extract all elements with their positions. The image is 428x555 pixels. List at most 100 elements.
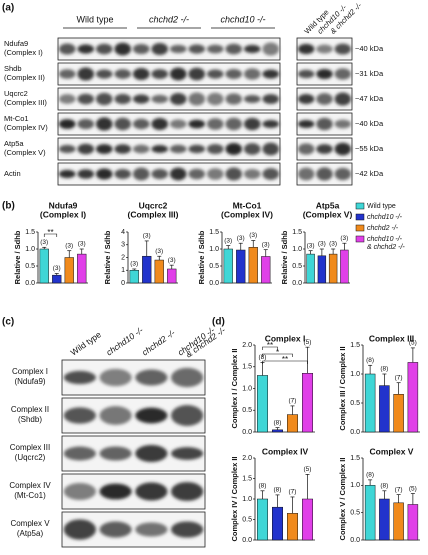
blot-band [63, 519, 96, 540]
blot-band [132, 167, 150, 181]
bar [364, 373, 376, 433]
bar [328, 253, 338, 284]
sig-bracket [262, 353, 293, 357]
y-tick-label: 0 [121, 280, 125, 287]
legend-swatch [355, 213, 365, 221]
y-axis-label: Complex I / Complex II [230, 348, 239, 428]
y-tick-label: 4 [121, 229, 125, 236]
blot-band [169, 167, 187, 181]
row-label: (Ndufa9) [14, 377, 45, 386]
n-label: (8) [274, 419, 282, 426]
n-label: (5) [409, 340, 417, 347]
n-label: (3) [237, 235, 245, 242]
lane-label: Wild type [69, 329, 104, 357]
legend-label: chchd2 -/- [367, 225, 399, 232]
bar [129, 270, 139, 284]
bar [379, 385, 390, 433]
y-tick-label: 1.5 [242, 364, 252, 371]
blot-band [99, 406, 132, 425]
blot-frame [57, 137, 281, 161]
blot-band [77, 67, 95, 81]
blot-band [151, 94, 169, 104]
bar [257, 375, 268, 433]
n-label: (3) [224, 237, 232, 244]
blot-band [135, 369, 168, 386]
blot-band [151, 117, 169, 131]
y-tick-label: 0.0 [242, 429, 252, 436]
blot-band [188, 92, 206, 106]
blot-band [99, 521, 132, 538]
blot-band [206, 92, 224, 106]
blot-band [225, 117, 243, 131]
blot-band [225, 68, 243, 80]
y-tick-label: 1.0 [350, 482, 360, 489]
group-label: Wild type [76, 14, 113, 24]
n-label: (3) [78, 241, 86, 248]
n-label: (3) [340, 235, 348, 242]
n-label: (5) [409, 485, 417, 492]
y-tick-label: 1.0 [25, 246, 35, 253]
sig-bracket [262, 346, 278, 350]
y-tick-label: 0.0 [242, 537, 252, 544]
y-tick-label: 2 [121, 254, 125, 261]
blot-band [262, 94, 280, 104]
blot-band [132, 118, 150, 130]
panel-label: (d) [212, 317, 225, 328]
blot-band [188, 119, 206, 129]
bar [154, 259, 164, 284]
y-tick-label: 0.5 [350, 510, 360, 517]
blot-band [95, 43, 113, 55]
blot-band [132, 43, 150, 55]
blot-band [334, 43, 352, 55]
n-label: (8) [366, 472, 374, 479]
bar [77, 253, 87, 284]
blot-band [171, 447, 204, 460]
legend-label: chchd10 -/- [367, 214, 403, 221]
blot-band [58, 43, 76, 55]
n-label: (7) [289, 489, 297, 496]
blot-frame [57, 162, 281, 186]
blot-band [95, 168, 113, 180]
size-label: ~42 kDa [355, 169, 384, 178]
row-label: (Complex I) [4, 48, 43, 57]
y-tick-label: 1.0 [242, 385, 252, 392]
bar [302, 373, 313, 433]
y-axis-label: Relative / Sdhb [280, 230, 289, 284]
panel-label: (c) [2, 317, 14, 328]
blot-band [206, 44, 224, 54]
blot-band [297, 119, 315, 129]
row-label: Uqcrc2 [4, 89, 28, 98]
row-label: Complex II [11, 405, 49, 414]
n-label: (5) [304, 339, 312, 346]
y-tick-label: 0.5 [242, 407, 252, 414]
bar [302, 498, 313, 541]
blot-band [243, 117, 261, 131]
blot-band [225, 43, 243, 55]
sig-bracket [43, 233, 58, 237]
blot-band [262, 42, 280, 56]
lane-label: chchd2 -/- [140, 328, 177, 358]
row-label: (Uqcrc2) [15, 453, 46, 462]
blot-band [225, 93, 243, 105]
y-tick-label: 0.5 [350, 400, 360, 407]
row-label: Complex I [12, 367, 48, 376]
blot-band [169, 144, 187, 154]
legend-label: chchd10 -/- [367, 236, 403, 243]
row-label: Ndufa9 [4, 39, 28, 48]
bar [317, 255, 327, 284]
y-axis-label: Complex V / Complex II [338, 458, 347, 541]
blot-band [99, 368, 132, 387]
blot-band [243, 44, 261, 54]
bar [257, 498, 268, 541]
y-axis-label: Complex IV / Complex II [230, 456, 239, 541]
blot-band [334, 68, 352, 80]
blot-frame [57, 62, 281, 86]
n-label: (7) [395, 374, 403, 381]
y-tick-label: 0.0 [292, 280, 302, 287]
bar [306, 253, 315, 284]
bar [393, 394, 404, 433]
blot-band [63, 483, 96, 500]
legend-swatch [355, 224, 365, 232]
blot-band [77, 44, 95, 54]
